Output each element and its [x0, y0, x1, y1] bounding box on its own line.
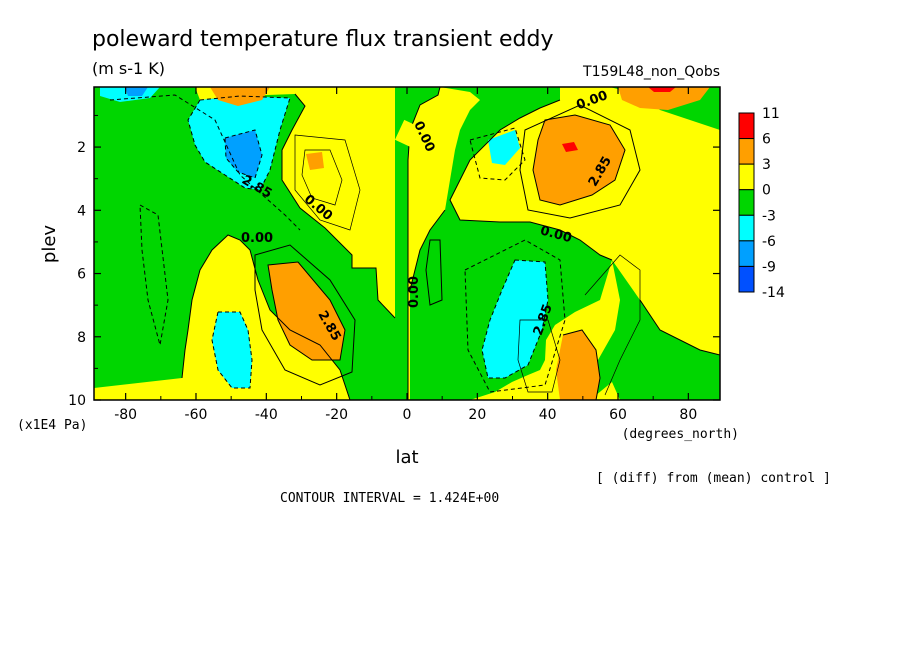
x-axis-title: lat [395, 447, 418, 468]
x-tick-label: -40 [255, 407, 278, 423]
contour-label-bg [394, 119, 436, 155]
contour-line [425, 239, 443, 306]
orange-region-top-nh [618, 87, 710, 110]
contour-line [409, 209, 446, 291]
y-tick-label: 8 [77, 330, 86, 346]
red-regions [562, 87, 676, 152]
contour-line-thin [301, 149, 343, 206]
y-unit-label: (x1E4 Pa) [17, 418, 87, 433]
x-tick-label: -80 [114, 407, 137, 423]
x-tick-label: 80 [679, 407, 697, 423]
contour-lines-dashed [109, 94, 566, 393]
blue-region-top [125, 87, 148, 96]
contour-interval: CONTOUR INTERVAL = 1.424E+00 [280, 491, 499, 506]
contour-line [562, 329, 601, 400]
y-tick-label: 10 [68, 393, 86, 409]
x-tick-label: 20 [468, 407, 486, 423]
contour-line [407, 87, 441, 400]
contour-line-thin [294, 134, 361, 231]
contour-lines [181, 87, 720, 400]
y-axis-title: plev [39, 225, 60, 264]
contour-line-dashed [224, 129, 263, 179]
colorbar-swatch [738, 112, 755, 140]
y-tick-label: 2 [77, 140, 86, 156]
green-region-nh-tail [580, 260, 720, 400]
contour-line-dashed [139, 204, 169, 346]
y-axis: 2 4 6 8 10 [68, 114, 720, 409]
green-region-eq [395, 87, 440, 400]
contour-line-dashed [109, 94, 301, 231]
colorbar-swatch [738, 214, 755, 242]
x-tick-label: 0 [403, 407, 412, 423]
colorbar-label: 0 [762, 183, 771, 199]
contour-line [267, 261, 346, 361]
contour-line [254, 244, 356, 386]
orange-region-sh-lower [268, 262, 345, 360]
cyan-region-nh-lower [482, 260, 548, 378]
colorbar-swatch [738, 240, 755, 267]
contour-line-dashed [211, 311, 253, 389]
plot-area: 0.00 0.00 2.85 2.85 0.00 0.00 0.00 0.00 … [94, 87, 720, 400]
blue-region-sh [225, 130, 262, 178]
contour-line [181, 234, 351, 400]
contour-lines-fine [294, 134, 641, 396]
colorbar: 11 6 3 0 -3 -6 -9 -14 [738, 106, 785, 301]
x-tick-label: 60 [609, 407, 627, 423]
contour-line-dashed [469, 127, 526, 181]
x-tick-label: 40 [539, 407, 557, 423]
colorbar-swatch [738, 265, 755, 293]
colorbar-swatch [738, 189, 755, 216]
orange-region-sh-upper-small [306, 152, 324, 170]
contour-label: 0.00 [241, 231, 273, 246]
x-tick-label: -20 [325, 407, 348, 423]
cyan-regions [100, 87, 548, 388]
contour-line-dashed [187, 95, 291, 191]
x-unit-label: (degrees_north) [622, 427, 739, 442]
run-label: T159L48_non_Qobs [582, 64, 720, 80]
colorbar-label: -6 [762, 234, 776, 250]
blue-regions [125, 87, 262, 178]
green-region-nh [410, 87, 612, 400]
contour-line [519, 104, 641, 219]
x-tick-label: -60 [185, 407, 208, 423]
red-region-top [648, 87, 676, 92]
contour-line [639, 299, 720, 356]
contour-line [449, 99, 613, 261]
orange-regions [210, 87, 710, 400]
cyan-region-nh-upper [488, 130, 520, 165]
red-region-nh [562, 142, 578, 152]
contour-label: 0.00 [407, 276, 422, 308]
colorbar-swatch [738, 163, 755, 191]
colorbar-label: 11 [762, 106, 780, 122]
x-axis: -80 -60 -40 -20 0 20 40 60 80 [114, 87, 697, 423]
colorbar-label: -9 [762, 259, 776, 275]
contour-line-dashed [464, 239, 566, 393]
contour-line [532, 114, 626, 206]
contour-line-thin [584, 254, 641, 396]
y-tick-label: 6 [77, 267, 86, 283]
y-tick-label: 4 [77, 203, 86, 219]
orange-region-nh-lower [556, 330, 600, 400]
chart-units: (m s-1 K) [92, 59, 165, 78]
contour-line-thin [517, 319, 561, 393]
diff-note: [ (diff) from (mean) control ] [596, 471, 831, 486]
contour-line-dashed [481, 259, 549, 379]
orange-region-nh-upper [533, 115, 625, 205]
orange-region-top-sh [210, 87, 270, 106]
chart-title: poleward temperature flux transient eddy [92, 27, 554, 52]
colorbar-label: 3 [762, 157, 771, 173]
colorbar-label: -14 [762, 285, 785, 301]
colorbar-label: -3 [762, 208, 776, 224]
cyan-region-sh-lower [212, 312, 252, 388]
colorbar-label: 6 [762, 132, 771, 148]
contour-line [281, 93, 396, 319]
colorbar-swatch [738, 138, 755, 165]
